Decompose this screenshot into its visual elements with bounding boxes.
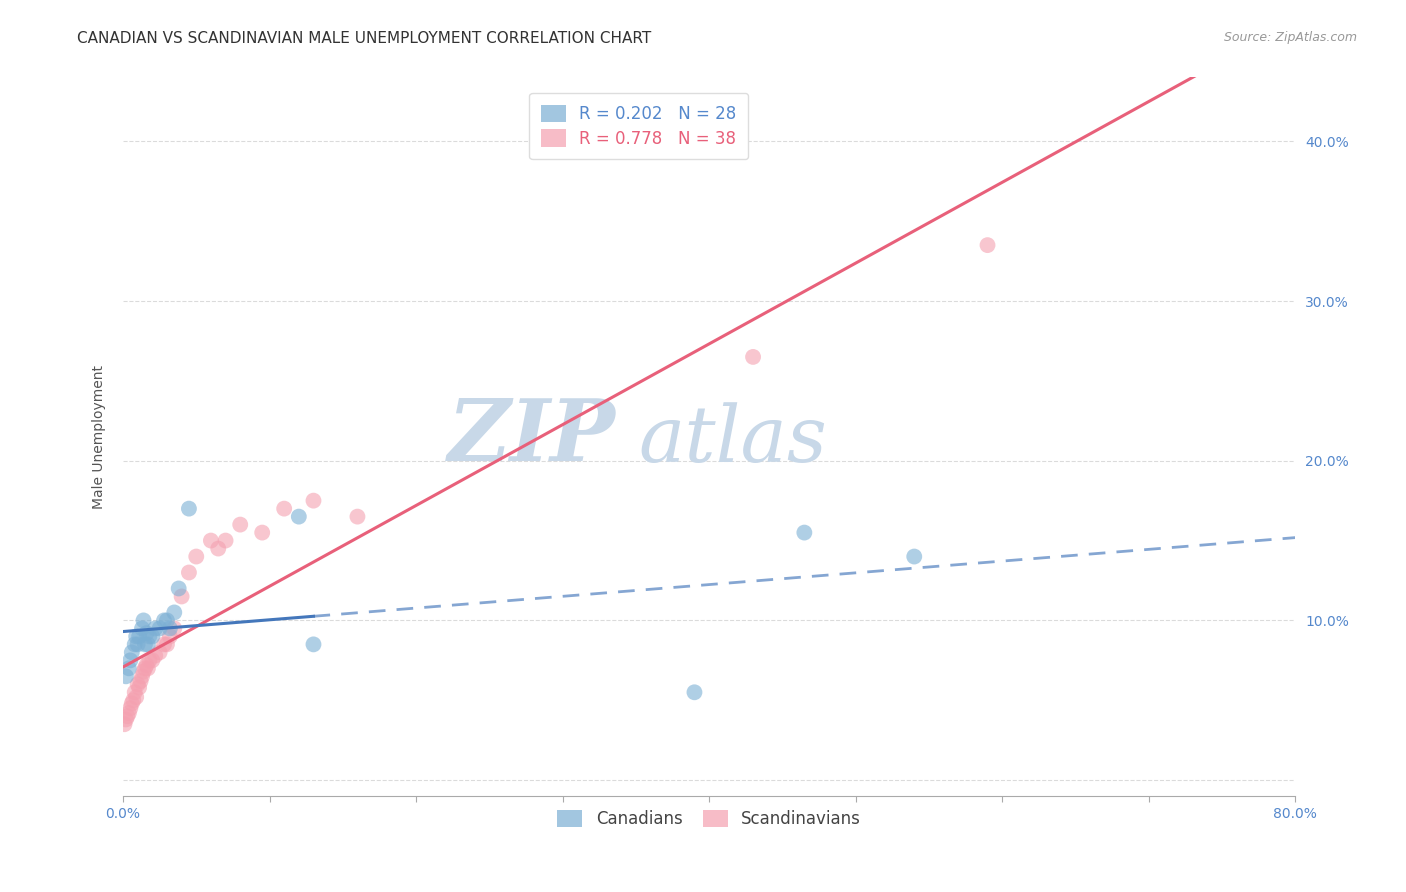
Point xyxy=(153,614,176,628)
Text: Source: ZipAtlas.com: Source: ZipAtlas.com xyxy=(1223,31,1357,45)
Point xyxy=(122,693,145,707)
Point xyxy=(903,549,925,564)
Point xyxy=(120,701,142,715)
Point xyxy=(114,717,136,731)
Point xyxy=(156,614,179,628)
Point xyxy=(121,645,143,659)
Point xyxy=(115,669,138,683)
Point xyxy=(149,645,172,659)
Point xyxy=(207,541,229,556)
Point xyxy=(177,566,200,580)
Point xyxy=(186,549,208,564)
Point xyxy=(128,629,150,643)
Point xyxy=(141,653,163,667)
Text: ZIP: ZIP xyxy=(447,395,616,478)
Point xyxy=(124,685,146,699)
Point xyxy=(115,713,138,727)
Point xyxy=(200,533,222,548)
Point xyxy=(124,637,146,651)
Point xyxy=(141,629,163,643)
Point xyxy=(159,621,181,635)
Point xyxy=(302,493,325,508)
Text: atlas: atlas xyxy=(638,402,828,478)
Point xyxy=(128,681,150,695)
Legend: Canadians, Scandinavians: Canadians, Scandinavians xyxy=(551,803,868,835)
Point xyxy=(127,637,149,651)
Point xyxy=(167,582,190,596)
Point xyxy=(136,661,159,675)
Point xyxy=(125,690,148,704)
Point xyxy=(120,653,142,667)
Point xyxy=(125,629,148,643)
Point xyxy=(149,621,172,635)
Point xyxy=(143,648,166,663)
Point xyxy=(156,637,179,651)
Point xyxy=(170,590,193,604)
Point xyxy=(793,525,815,540)
Point xyxy=(117,709,139,723)
Point xyxy=(163,621,186,635)
Point xyxy=(288,509,311,524)
Point xyxy=(118,661,141,675)
Point xyxy=(229,517,252,532)
Point xyxy=(250,525,273,540)
Point xyxy=(121,697,143,711)
Point xyxy=(131,669,153,683)
Text: CANADIAN VS SCANDINAVIAN MALE UNEMPLOYMENT CORRELATION CHART: CANADIAN VS SCANDINAVIAN MALE UNEMPLOYME… xyxy=(77,31,651,46)
Point xyxy=(302,637,325,651)
Point xyxy=(683,685,706,699)
Point xyxy=(177,501,200,516)
Point xyxy=(138,629,160,643)
Point xyxy=(134,661,156,675)
Point xyxy=(273,501,295,516)
Point xyxy=(131,621,153,635)
Point xyxy=(143,621,166,635)
Point xyxy=(153,637,176,651)
Point xyxy=(214,533,236,548)
Point xyxy=(129,674,152,689)
Point xyxy=(138,653,160,667)
Point xyxy=(132,665,155,679)
Point xyxy=(136,637,159,651)
Point xyxy=(159,629,181,643)
Y-axis label: Male Unemployment: Male Unemployment xyxy=(93,365,107,508)
Point xyxy=(135,626,157,640)
Point xyxy=(134,637,156,651)
Point xyxy=(163,606,186,620)
Point xyxy=(118,706,141,720)
Point xyxy=(135,658,157,673)
Point xyxy=(132,614,155,628)
Point xyxy=(346,509,368,524)
Point xyxy=(742,350,765,364)
Point xyxy=(127,677,149,691)
Point xyxy=(976,238,998,252)
